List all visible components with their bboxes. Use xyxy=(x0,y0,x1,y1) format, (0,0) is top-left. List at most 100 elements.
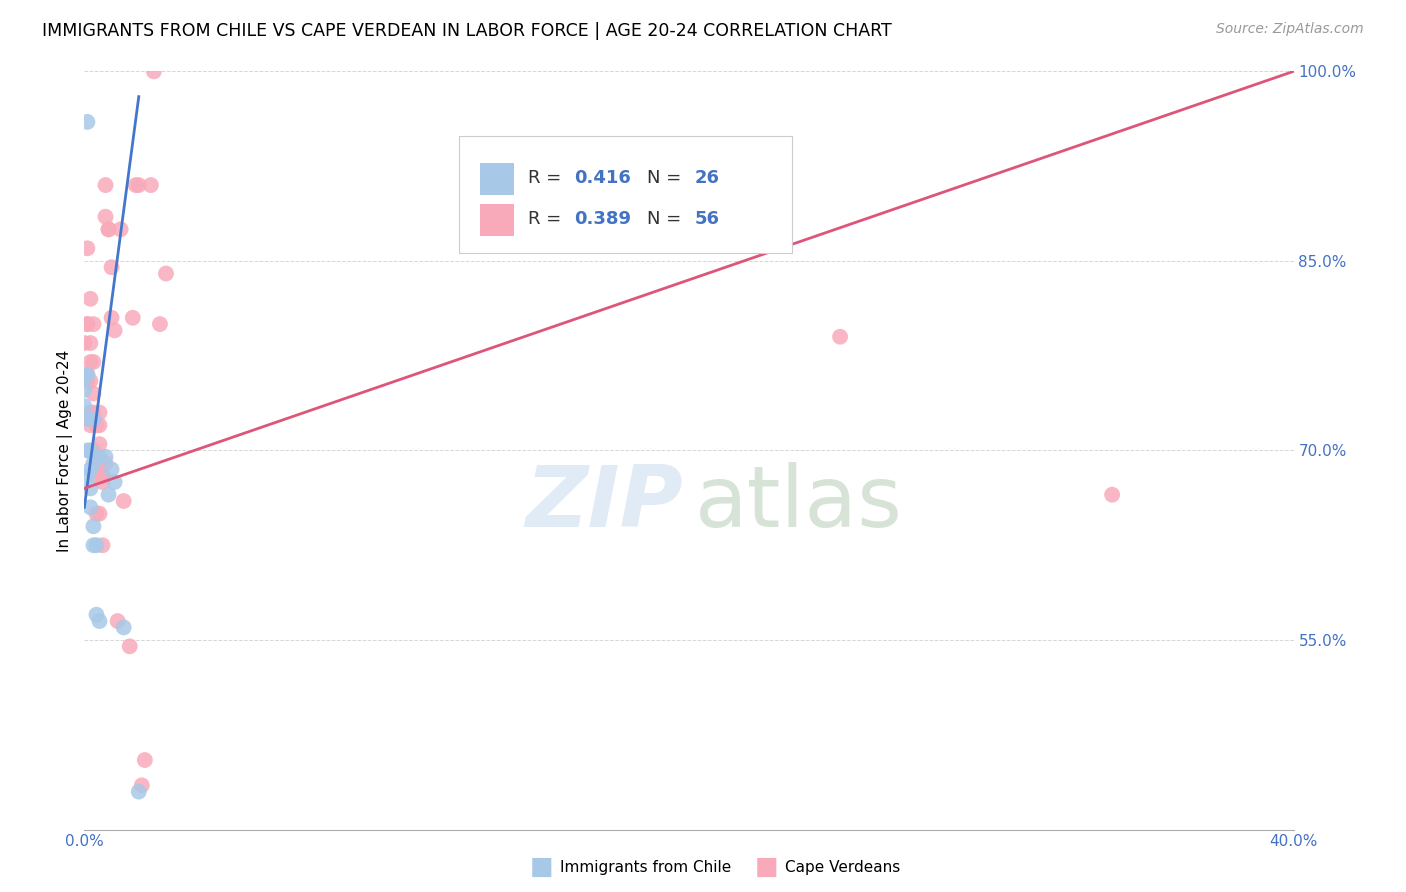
Point xyxy=(89,614,111,628)
Text: 0.416: 0.416 xyxy=(574,169,631,187)
Point xyxy=(121,310,143,325)
Text: Source: ZipAtlas.com: Source: ZipAtlas.com xyxy=(1216,22,1364,37)
Point xyxy=(86,418,108,433)
Point xyxy=(94,456,117,470)
Point xyxy=(89,456,111,470)
Point xyxy=(79,292,101,306)
Point xyxy=(76,368,98,382)
Point xyxy=(76,241,98,255)
Point xyxy=(76,412,98,426)
Point xyxy=(79,406,101,420)
Point xyxy=(82,456,104,470)
Point xyxy=(79,355,101,369)
Point xyxy=(76,374,98,388)
Point xyxy=(100,310,122,325)
Point xyxy=(76,317,98,331)
Point xyxy=(73,370,96,384)
Text: 0.389: 0.389 xyxy=(574,210,631,228)
Point xyxy=(125,178,148,193)
Point xyxy=(134,753,156,767)
Point xyxy=(86,468,108,483)
Point xyxy=(79,336,101,351)
Point xyxy=(89,406,111,420)
Text: atlas: atlas xyxy=(695,462,903,545)
Point xyxy=(82,386,104,401)
Text: Immigrants from Chile: Immigrants from Chile xyxy=(560,860,731,874)
Point xyxy=(97,488,120,502)
Point xyxy=(110,222,132,236)
Point xyxy=(76,443,98,458)
Point xyxy=(76,115,98,129)
Text: N =: N = xyxy=(647,210,686,228)
Point xyxy=(128,178,150,193)
Point xyxy=(100,462,122,476)
Point xyxy=(76,468,98,483)
Point xyxy=(128,785,150,799)
Point xyxy=(104,323,127,337)
Text: IMMIGRANTS FROM CHILE VS CAPE VERDEAN IN LABOR FORCE | AGE 20-24 CORRELATION CHA: IMMIGRANTS FROM CHILE VS CAPE VERDEAN IN… xyxy=(42,22,891,40)
Point xyxy=(82,406,104,420)
Point xyxy=(97,222,120,236)
Point xyxy=(82,412,104,426)
Point xyxy=(76,317,98,331)
Text: R =: R = xyxy=(529,169,567,187)
Point xyxy=(142,64,165,78)
Point xyxy=(76,412,98,426)
Point xyxy=(104,475,127,489)
Text: ■: ■ xyxy=(755,855,778,879)
Text: R =: R = xyxy=(529,210,567,228)
Point xyxy=(82,519,104,533)
Point xyxy=(91,538,114,552)
Point xyxy=(131,778,153,792)
Point xyxy=(89,450,111,464)
Point xyxy=(86,456,108,470)
Point xyxy=(100,260,122,275)
Point xyxy=(1101,488,1123,502)
Point xyxy=(82,317,104,331)
Point xyxy=(76,412,98,426)
Point xyxy=(118,640,141,654)
Point xyxy=(79,418,101,433)
FancyBboxPatch shape xyxy=(479,163,513,195)
Point xyxy=(94,178,117,193)
Point xyxy=(139,178,162,193)
Point xyxy=(97,222,120,236)
Point xyxy=(73,383,96,397)
Text: 56: 56 xyxy=(695,210,720,228)
Point xyxy=(86,538,108,552)
Text: ■: ■ xyxy=(530,855,553,879)
Point xyxy=(86,507,108,521)
Point xyxy=(89,507,111,521)
Point xyxy=(112,494,135,508)
Point xyxy=(86,607,108,622)
Point xyxy=(79,482,101,496)
Point xyxy=(79,500,101,515)
FancyBboxPatch shape xyxy=(460,136,792,253)
Point xyxy=(155,267,177,281)
Point xyxy=(79,374,101,388)
Point xyxy=(73,399,96,413)
Point xyxy=(82,443,104,458)
Point xyxy=(73,374,96,388)
Point xyxy=(91,468,114,483)
Point xyxy=(94,210,117,224)
Point xyxy=(79,462,101,476)
FancyBboxPatch shape xyxy=(479,204,513,235)
Text: N =: N = xyxy=(647,169,686,187)
Point xyxy=(107,614,129,628)
Point xyxy=(149,317,172,331)
Point xyxy=(91,468,114,483)
Point xyxy=(830,330,852,344)
Text: Cape Verdeans: Cape Verdeans xyxy=(785,860,900,874)
Point xyxy=(94,450,117,464)
Point xyxy=(76,368,98,382)
Point xyxy=(82,355,104,369)
Text: 26: 26 xyxy=(695,169,720,187)
Text: ZIP: ZIP xyxy=(526,462,683,545)
Point xyxy=(82,538,104,552)
Point xyxy=(73,336,96,351)
Point xyxy=(89,418,111,433)
Point xyxy=(112,620,135,634)
Y-axis label: In Labor Force | Age 20-24: In Labor Force | Age 20-24 xyxy=(58,350,73,551)
Point xyxy=(89,437,111,451)
